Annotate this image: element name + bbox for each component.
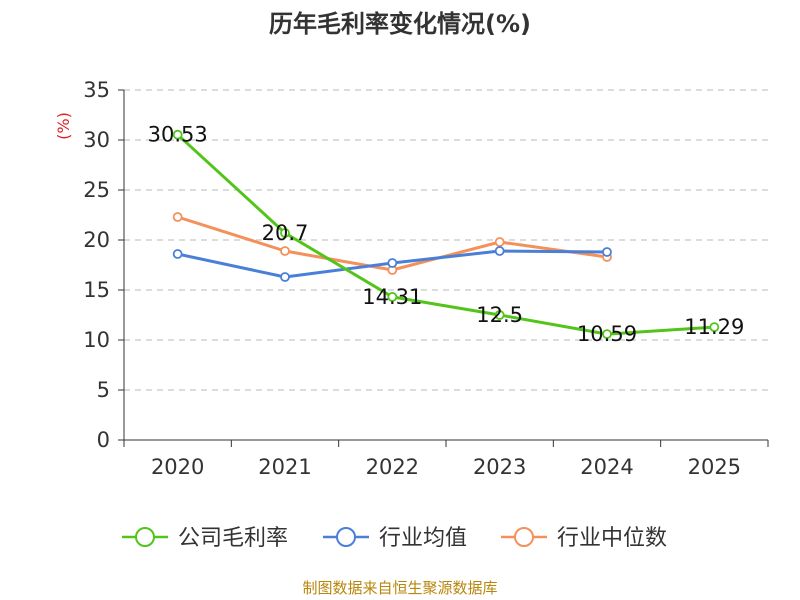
legend-label: 行业均值 [379,526,467,551]
data-labels: 30.53 20.7 14.31 12.5 10.59 11.29 [148,123,745,346]
y-tick-label: 15 [83,278,110,302]
series-line-1 [176,133,715,336]
data-label: 20.7 [262,221,309,245]
y-tick-label: 20 [83,228,110,252]
y-tick-label: 25 [83,178,110,202]
legend-label: 公司毛利率 [178,526,288,551]
x-tick-label: 2025 [688,455,741,479]
y-tick-label: 0 [97,428,110,452]
data-point [494,246,505,256]
source-note: 制图数据来自恒生聚源数据库 [302,579,498,597]
data-point [602,247,612,257]
y-tick-label: 35 [83,78,110,102]
data-point [602,329,612,340]
x-tick-label: 2023 [473,455,526,479]
x-tick-label: 2021 [258,455,311,479]
data-label: 10.59 [577,322,637,346]
legend-marker [336,527,356,547]
legend: 公司毛利率 行业均值 行业中位数 [122,526,667,551]
y-axis-unit-label: (%) [54,112,73,140]
data-label: 12.5 [476,303,523,327]
y-tick-label: 10 [83,328,110,352]
data-label: 30.53 [148,123,208,147]
data-point [172,129,183,140]
x-tick-label: 2022 [366,455,419,479]
series-lines [172,129,720,340]
y-tick-label: 5 [97,378,110,402]
legend-marker [514,527,534,547]
x-tick-label: 2020 [151,455,204,479]
data-point [280,272,290,282]
data-point [709,322,720,333]
legend-label: 行业中位数 [557,526,667,551]
data-point [387,258,398,268]
y-tick-label: 30 [83,128,110,152]
data-point [172,212,183,222]
legend-marker [135,527,155,547]
x-tick-label: 2024 [580,455,633,479]
data-point [387,291,398,302]
data-point [280,246,290,256]
data-point [494,237,505,247]
data-point [494,310,505,320]
data-point [172,249,183,259]
grid-lines [124,89,768,391]
data-label: 14.31 [362,285,422,309]
data-point [280,228,290,238]
chart-title: 历年毛利率变化情况(%) [269,10,531,38]
data-label: 11.29 [684,315,744,339]
